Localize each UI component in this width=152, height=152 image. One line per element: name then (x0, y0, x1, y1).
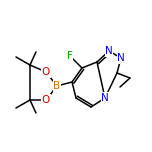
Text: B: B (54, 81, 60, 91)
Text: F: F (67, 51, 73, 61)
Text: N: N (117, 53, 125, 63)
Text: O: O (42, 95, 50, 105)
Text: N: N (101, 93, 109, 103)
Text: N: N (105, 46, 113, 56)
Text: O: O (42, 67, 50, 77)
